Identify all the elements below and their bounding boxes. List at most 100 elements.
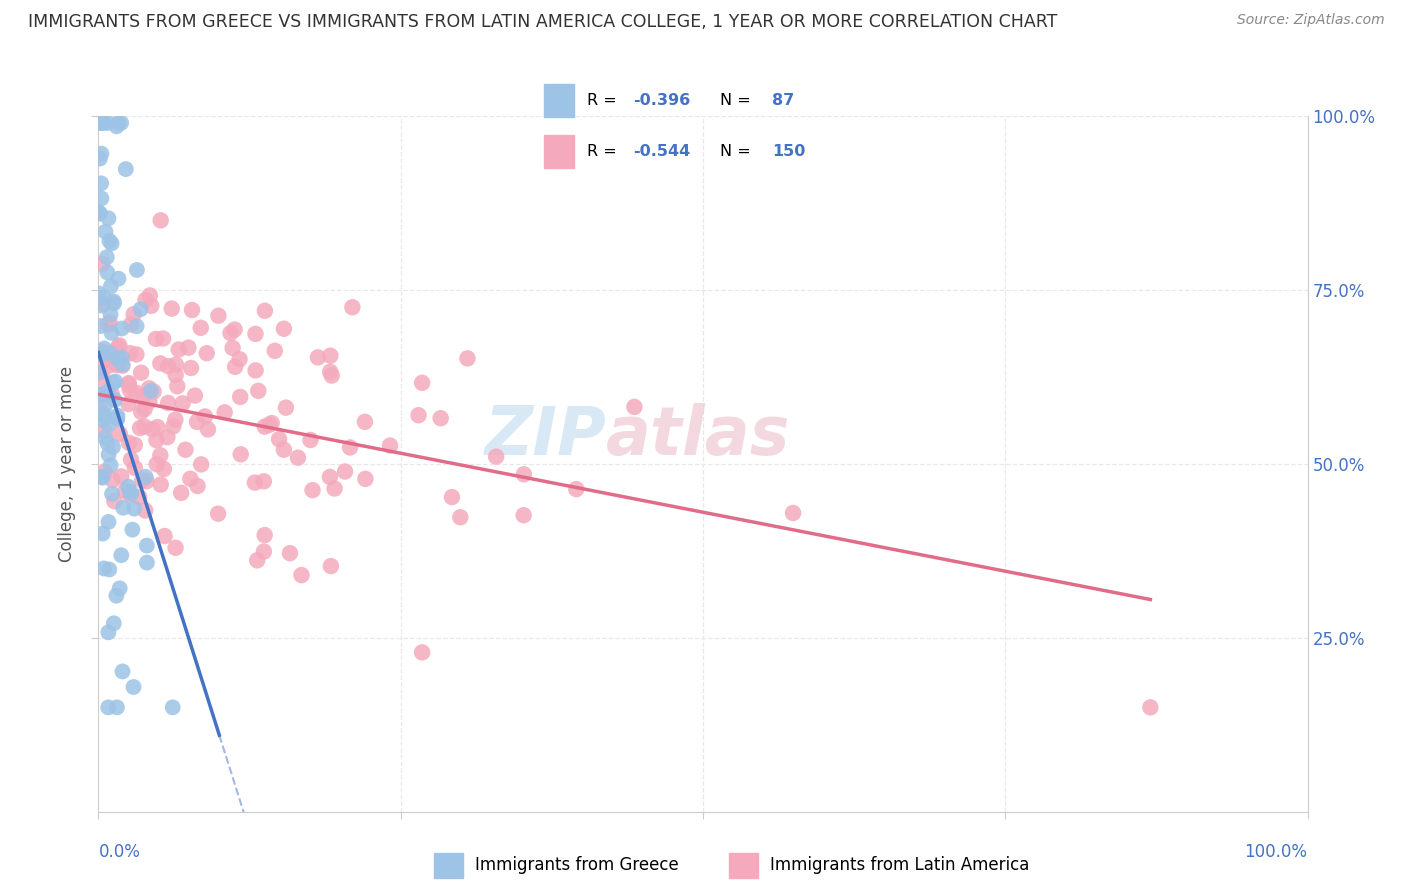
Point — [121, 523, 143, 537]
Point — [782, 506, 804, 520]
Point — [440, 490, 463, 504]
Point — [274, 401, 297, 415]
Point — [135, 469, 157, 483]
Point — [162, 419, 184, 434]
Point — [93, 465, 115, 479]
Text: 100.0%: 100.0% — [1244, 843, 1308, 861]
Point — [122, 307, 145, 321]
Point — [107, 340, 129, 354]
Point — [114, 483, 136, 498]
Point — [108, 582, 131, 596]
Point — [278, 546, 301, 560]
Text: -0.396: -0.396 — [633, 93, 690, 108]
Point — [98, 345, 121, 359]
Text: N =: N = — [720, 93, 756, 108]
Point — [456, 351, 478, 366]
Point — [253, 419, 276, 434]
Point — [103, 296, 125, 310]
Text: -0.544: -0.544 — [633, 145, 690, 160]
Point — [157, 396, 180, 410]
Point — [135, 474, 157, 488]
Point — [97, 417, 120, 432]
Point — [224, 359, 246, 374]
Point — [138, 394, 160, 409]
Point — [117, 397, 139, 411]
Point — [165, 541, 187, 555]
Point — [117, 377, 139, 392]
Point — [111, 359, 134, 373]
Point — [165, 412, 187, 426]
Point — [117, 480, 139, 494]
Point — [93, 424, 115, 438]
Point — [131, 474, 153, 488]
Point — [246, 553, 269, 567]
Point — [243, 475, 266, 490]
Point — [429, 411, 451, 425]
Point — [105, 412, 128, 426]
Point — [1139, 700, 1161, 714]
Point — [103, 355, 125, 369]
Point — [104, 392, 127, 407]
Bar — [728, 853, 758, 878]
Point — [97, 700, 120, 714]
Point — [105, 358, 128, 372]
Point — [512, 508, 534, 523]
Point — [260, 416, 283, 430]
Point — [89, 205, 111, 219]
Point — [354, 415, 377, 429]
Point — [449, 510, 471, 524]
Point — [229, 390, 252, 404]
Point — [149, 448, 172, 462]
Point — [128, 490, 150, 504]
Point — [129, 366, 152, 380]
Point — [135, 556, 157, 570]
Point — [146, 420, 169, 434]
Point — [378, 439, 401, 453]
Point — [107, 409, 129, 423]
Point — [245, 363, 267, 377]
Point — [90, 116, 112, 130]
Point — [290, 568, 312, 582]
Point — [111, 665, 134, 679]
Point — [197, 422, 219, 436]
Bar — [544, 136, 575, 168]
Point — [485, 450, 508, 464]
Point — [354, 472, 377, 486]
Point — [301, 483, 323, 498]
Point — [91, 347, 114, 361]
Point — [90, 470, 112, 484]
Point — [89, 152, 111, 166]
Point — [120, 484, 142, 499]
Point — [97, 116, 120, 130]
Point — [108, 338, 131, 352]
Point — [108, 426, 131, 441]
Point — [153, 462, 176, 476]
Point — [91, 470, 114, 484]
Point — [110, 116, 132, 130]
Point — [89, 396, 111, 410]
Point — [149, 477, 172, 491]
Point — [97, 384, 120, 399]
Point — [103, 616, 125, 631]
Point — [105, 589, 128, 603]
Point — [263, 343, 285, 358]
Point — [287, 450, 309, 465]
Point — [90, 146, 112, 161]
Point — [411, 645, 433, 659]
Point — [134, 293, 156, 307]
Point — [94, 431, 117, 445]
Point — [165, 358, 187, 372]
Point — [98, 562, 121, 576]
Point — [103, 376, 125, 390]
Point — [98, 234, 121, 248]
Point — [98, 315, 121, 329]
Point — [124, 438, 146, 452]
Point — [145, 457, 167, 471]
Point — [134, 419, 156, 434]
Point — [93, 116, 115, 130]
Point — [157, 359, 180, 373]
Point — [97, 448, 120, 462]
Point — [149, 356, 172, 370]
Point — [166, 379, 188, 393]
Text: Source: ZipAtlas.com: Source: ZipAtlas.com — [1237, 13, 1385, 28]
